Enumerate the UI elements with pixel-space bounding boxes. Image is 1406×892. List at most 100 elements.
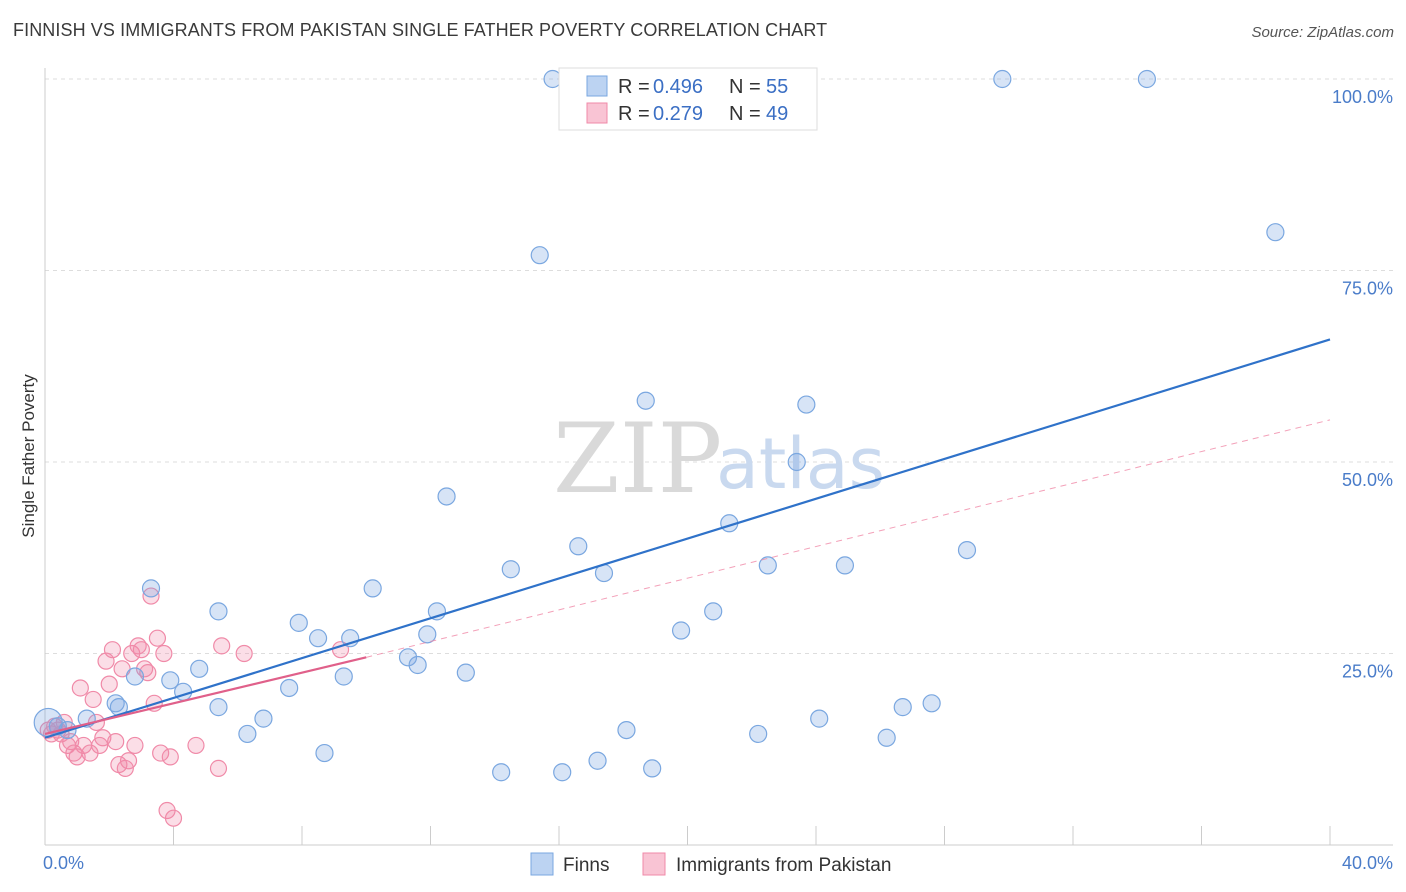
finns-point-34 bbox=[588, 751, 607, 770]
finns-point-52 bbox=[957, 540, 977, 560]
finns-point-13 bbox=[238, 724, 257, 744]
legend-swatch-pakistan bbox=[586, 102, 608, 124]
trend-lines bbox=[44, 338, 1331, 739]
finns-point-27 bbox=[456, 663, 475, 682]
y-axis-label: Single Father Poverty bbox=[19, 374, 38, 538]
finns-point-14 bbox=[254, 709, 273, 728]
finns-point-55 bbox=[1266, 223, 1285, 242]
finns-point-29 bbox=[501, 560, 520, 579]
pakistan-point-18 bbox=[100, 675, 118, 693]
finns-point-38 bbox=[643, 759, 662, 778]
y-tick-label-2: 75.0% bbox=[1342, 279, 1393, 299]
watermark-atlas: atlas bbox=[716, 423, 885, 505]
finns-point-50 bbox=[893, 698, 912, 717]
finns-point-44 bbox=[758, 556, 777, 575]
y-tick-label-1: 50.0% bbox=[1342, 470, 1393, 490]
gridlines bbox=[45, 78, 1393, 654]
finns-point-33 bbox=[569, 537, 588, 556]
pakistan-point-24 bbox=[119, 752, 138, 770]
finns-point-54 bbox=[1137, 69, 1156, 89]
legend-n-value-finns: 55 bbox=[766, 76, 788, 98]
finns-point-24 bbox=[418, 625, 437, 644]
finns-point-36 bbox=[617, 720, 636, 740]
series-finns-points bbox=[33, 69, 1285, 782]
finns-point-26 bbox=[437, 487, 456, 506]
pakistan-point-37 bbox=[161, 748, 179, 766]
trend-finns bbox=[44, 338, 1331, 739]
bottom-legend-swatch-finns bbox=[530, 852, 554, 876]
pakistan-point-40 bbox=[209, 759, 228, 778]
legend-n-value-pakistan: 49 bbox=[766, 103, 788, 125]
finns-point-40 bbox=[704, 602, 723, 621]
pakistan-point-31 bbox=[142, 587, 160, 605]
pakistan-point-35 bbox=[155, 644, 173, 663]
finns-point-8 bbox=[161, 671, 180, 690]
x-axis-ticks bbox=[173, 826, 1331, 845]
finns-point-19 bbox=[334, 667, 353, 686]
x-tick-label-min: 0.0% bbox=[43, 853, 84, 873]
pakistan-point-16 bbox=[94, 729, 112, 747]
pakistan-point-13 bbox=[84, 690, 102, 709]
finns-point-17 bbox=[308, 629, 328, 648]
pakistan-point-41 bbox=[213, 637, 231, 655]
finns-point-22 bbox=[398, 648, 418, 667]
finns-point-32 bbox=[553, 763, 572, 782]
finns-point-23 bbox=[408, 655, 427, 675]
finns-point-30 bbox=[530, 246, 549, 265]
y-tick-label-0: 25.0% bbox=[1342, 662, 1393, 682]
chart-title: FINNISH VS IMMIGRANTS FROM PAKISTAN SING… bbox=[13, 20, 828, 40]
finns-point-28 bbox=[492, 763, 511, 782]
pakistan-point-38 bbox=[164, 809, 183, 827]
bottom-legend-finns: Finns bbox=[563, 855, 609, 876]
pakistan-point-26 bbox=[126, 736, 144, 755]
chart-source: Source: ZipAtlas.com bbox=[1251, 24, 1394, 41]
finns-point-49 bbox=[877, 728, 896, 747]
legend-n-label-finns: N = bbox=[729, 76, 761, 98]
pakistan-point-20 bbox=[107, 732, 125, 751]
finns-point-15 bbox=[280, 678, 299, 698]
pakistan-point-19 bbox=[103, 641, 122, 659]
finns-point-18 bbox=[315, 743, 334, 763]
finns-point-51 bbox=[922, 694, 941, 713]
axes bbox=[44, 68, 1393, 846]
finns-point-10 bbox=[190, 659, 209, 678]
trend-pakistan-extension bbox=[366, 419, 1331, 658]
finns-point-47 bbox=[810, 709, 829, 728]
series-pakistan-points bbox=[39, 587, 350, 827]
x-tick-label-max: 40.0% bbox=[1342, 853, 1393, 873]
legend-n-label-pakistan: N = bbox=[729, 103, 761, 125]
bottom-legend-swatch-pakistan bbox=[642, 852, 666, 876]
bottom-legend-pakistan: Immigrants from Pakistan bbox=[676, 855, 891, 876]
pakistan-point-34 bbox=[152, 744, 170, 762]
finns-point-7 bbox=[141, 579, 161, 598]
trend-pakistan bbox=[44, 656, 367, 735]
watermark-zip: ZIP bbox=[553, 403, 722, 515]
bottom-legend: Finns Immigrants from Pakistan bbox=[530, 852, 891, 876]
finns-point-16 bbox=[289, 613, 308, 632]
finns-point-39 bbox=[671, 621, 691, 640]
legend-r-value-finns: 0.496 bbox=[653, 76, 703, 98]
finns-point-46 bbox=[797, 395, 816, 414]
legend-box: R = 0.496 N = 55 R = 0.279 N = 49 bbox=[558, 67, 818, 131]
legend-r-value-pakistan: 0.279 bbox=[653, 103, 703, 125]
finns-point-45 bbox=[787, 452, 806, 472]
finns-point-53 bbox=[993, 69, 1012, 89]
finns-point-12 bbox=[209, 602, 228, 621]
pakistan-point-42 bbox=[235, 644, 253, 663]
pakistan-point-39 bbox=[187, 736, 205, 755]
finns-point-37 bbox=[636, 391, 655, 410]
legend-r-label-pakistan: R = bbox=[618, 103, 650, 125]
y-tick-label-3: 100.0% bbox=[1332, 87, 1393, 107]
pakistan-point-33 bbox=[148, 629, 167, 647]
y-tick-labels: 25.0% 50.0% 75.0% 100.0% bbox=[1332, 87, 1393, 682]
legend-swatch-finns bbox=[586, 75, 608, 97]
pakistan-point-10 bbox=[71, 679, 89, 697]
finns-point-48 bbox=[835, 556, 855, 575]
finns-point-43 bbox=[749, 724, 768, 744]
legend-r-label-finns: R = bbox=[618, 76, 650, 98]
finns-point-11 bbox=[209, 698, 228, 717]
finns-point-6 bbox=[125, 667, 145, 686]
finns-point-21 bbox=[363, 579, 382, 598]
pakistan-point-28 bbox=[132, 641, 150, 659]
